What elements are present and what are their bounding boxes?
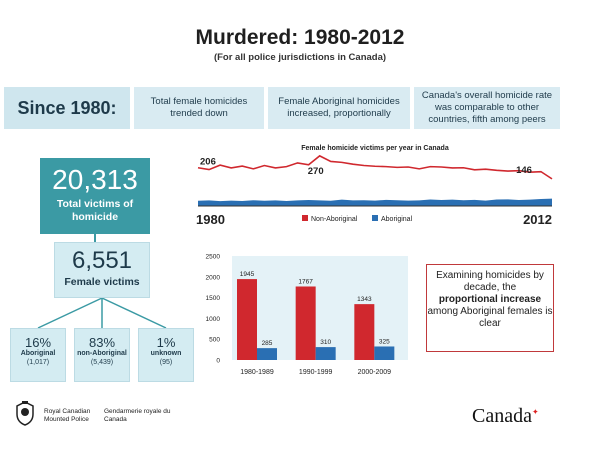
legend-swatch-non-aboriginal	[302, 215, 308, 221]
non-aboriginal-pct: 83%	[88, 335, 116, 350]
rcmp-crest-icon	[16, 401, 34, 426]
bar-non-aboriginal	[354, 304, 375, 360]
aboriginal-pct: 16%	[24, 335, 52, 350]
non-aboriginal-share-box: 83% non-Aboriginal (5,439)	[74, 328, 130, 382]
bar-value-label: 310	[320, 339, 331, 346]
bar-value-label: 325	[379, 338, 390, 345]
page-title: Murdered: 1980-2012	[195, 26, 405, 49]
line-annotation: 270	[308, 166, 324, 177]
non-aboriginal-count: (5,439)	[90, 359, 114, 366]
y-tick-label: 1000	[206, 316, 221, 323]
bar-value-label: 285	[262, 340, 273, 347]
y-tick-label: 2000	[206, 274, 221, 281]
unknown-count: (95)	[159, 359, 173, 366]
since-1980-label: Since 1980:	[4, 87, 130, 129]
band-item-homicide-rate: Canada's overall homicide rate was compa…	[414, 87, 560, 129]
x-category-label: 2000-2009	[358, 369, 392, 376]
note-pre: Examining homicides by decade, the	[436, 270, 544, 293]
female-victims-value: 6,551	[71, 247, 133, 274]
note-post: among Aboriginal females is clear	[427, 306, 553, 329]
bar-aboriginal	[257, 348, 277, 360]
legend-swatch-aboriginal	[372, 215, 378, 221]
unknown-pct: 1%	[156, 335, 176, 350]
x-end-label: 2012	[523, 212, 552, 227]
band-item-aboriginal-increase: Female Aboriginal homicides increased, p…	[268, 87, 410, 129]
legend-label-aboriginal: Aboriginal	[381, 216, 413, 223]
total-victims-box: 20,313 Total victims of homicide	[40, 158, 150, 234]
note-bold: proportional increase	[438, 294, 542, 305]
yearly-homicide-chart: Female homicide victims per year in Cana…	[196, 145, 553, 227]
aboriginal-label: Aboriginal	[20, 350, 56, 357]
band-item-female-trend: Total female homicides trended down	[134, 87, 264, 129]
x-category-label: 1980-1989	[240, 369, 274, 376]
decade-bar-chart: 0 500 1000 1500 2000 2500 1945 285 1980-1989 1767…	[206, 254, 408, 376]
bar-non-aboriginal	[237, 279, 257, 360]
flag-icon: ✦	[531, 407, 539, 417]
x-start-label: 1980	[196, 212, 225, 227]
line-chart-title: Female homicide victims per year in Cana…	[301, 145, 449, 152]
canada-wordmark: Canada✦	[472, 405, 539, 428]
bar-value-label: 1767	[298, 278, 313, 285]
x-category-label: 1990-1999	[299, 369, 333, 376]
bar-value-label: 1945	[240, 271, 255, 278]
line-annotation: 206	[200, 157, 216, 168]
total-victims-value: 20,313	[52, 164, 138, 195]
decade-note: Examining homicides by decade, the propo…	[426, 264, 554, 352]
line-annotation: 146	[516, 165, 532, 176]
y-tick-label: 500	[209, 337, 220, 344]
aboriginal-share-box: 16% Aboriginal (1,017)	[10, 328, 66, 382]
non-aboriginal-line	[197, 154, 553, 180]
connector-unknown	[101, 297, 167, 329]
bar-non-aboriginal	[295, 286, 316, 360]
aboriginal-count: (1,017)	[26, 359, 50, 366]
legend-label-non-aboriginal: Non-Aboriginal	[311, 216, 358, 223]
page-subtitle: (For all police jurisdictions in Canada)	[213, 52, 387, 63]
y-tick-label: 2500	[206, 254, 221, 261]
bar-aboriginal	[374, 346, 395, 360]
aboriginal-area	[198, 198, 552, 206]
female-victims-label: Female victims	[64, 276, 140, 288]
canada-wordmark-text: Canada	[472, 405, 532, 427]
total-victims-label: Total victims of homicide	[56, 198, 134, 223]
y-tick-label: 1500	[206, 295, 221, 302]
bar-plot-bg	[232, 256, 408, 360]
unknown-share-box: 1% unknown (95)	[138, 328, 194, 382]
connector-aboriginal	[37, 297, 103, 329]
non-aboriginal-label: non-Aboriginal	[77, 350, 127, 357]
rcmp-name-en: Royal Canadian Mounted Police	[44, 408, 91, 423]
rcmp-name-fr: Gendarmerie royale du Canada	[104, 408, 171, 423]
y-tick-label: 0	[216, 358, 220, 365]
bar-value-label: 1343	[357, 296, 372, 303]
bar-aboriginal	[315, 347, 336, 360]
unknown-label: unknown	[150, 350, 182, 357]
female-victims-box: 6,551 Female victims	[54, 242, 150, 298]
